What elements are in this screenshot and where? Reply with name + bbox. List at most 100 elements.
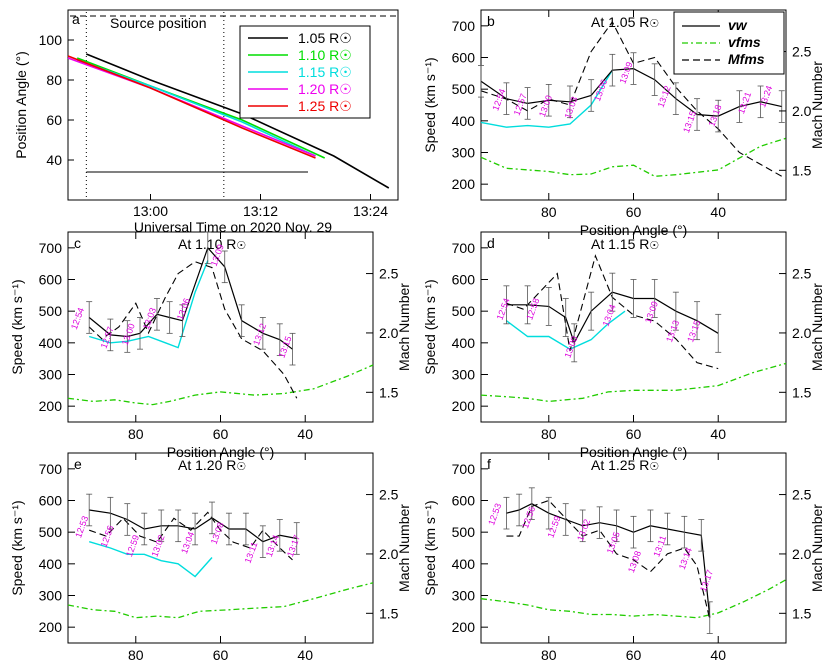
x-tick-label: 40	[297, 647, 313, 663]
y-tick-label: 400	[452, 113, 476, 129]
time-label: 13:05	[605, 530, 622, 555]
y-tick-label: 40	[46, 152, 62, 168]
legend-entry: 1.10 R☉	[298, 47, 352, 63]
time-label: 12:53	[73, 515, 90, 540]
sun-symbol: ☉	[649, 240, 659, 252]
y-tick-label: 200	[452, 398, 476, 414]
time-label: 13:13	[664, 319, 681, 344]
plot-frame	[67, 452, 374, 644]
y-tick-label: 600	[452, 493, 476, 509]
x-tick-label: 40	[710, 426, 726, 442]
y-axis-label: Speed (km s⁻¹)	[422, 279, 438, 374]
vfms-line	[480, 362, 787, 403]
x-tick-label: 80	[128, 426, 144, 442]
y-tick-label: 300	[452, 588, 476, 604]
panel-letter: f	[487, 456, 491, 472]
y-tick-label: 700	[452, 240, 476, 256]
y2-axis-label: Mach Number	[809, 61, 825, 149]
vfms-line	[480, 137, 787, 177]
legend-entry: 1.20 R☉	[298, 81, 352, 97]
sun-symbol: ☉	[649, 18, 659, 30]
chart-title: At 1.15 R☉	[591, 236, 659, 252]
sun-symbol: ☉	[339, 64, 352, 80]
legend: 1.05 R☉1.10 R☉1.15 R☉1.20 R☉1.25 R☉	[239, 25, 371, 119]
time-label: 13:02	[149, 534, 166, 559]
vfms-line	[67, 582, 374, 619]
time-label: 12:54	[490, 87, 507, 112]
sun-symbol: ☉	[339, 30, 352, 46]
x-tick-label: 60	[626, 204, 642, 220]
y-tick-label: 400	[39, 556, 63, 572]
y-tick-label: 700	[39, 240, 63, 256]
x-tick-label: 13:12	[243, 203, 278, 219]
y2-tick-label: 2.0	[792, 103, 812, 119]
time-label: 13:03	[562, 95, 579, 120]
x-tick-label: 60	[626, 647, 642, 663]
series-line	[67, 55, 316, 159]
time-label: 13:04	[601, 303, 618, 328]
time-label: 13:12	[656, 84, 673, 109]
vsw-line	[89, 541, 213, 578]
time-label: 13:11	[651, 534, 668, 558]
legend-entry: vfms	[728, 34, 761, 50]
y-axis-label: Speed (km s⁻¹)	[422, 500, 438, 595]
time-label: 13:17	[698, 568, 715, 593]
chart-title: At 1.25 R☉	[591, 457, 659, 473]
y2-tick-label: 1.5	[792, 384, 812, 400]
panel-letter: e	[74, 456, 82, 472]
y2-tick-label: 2.5	[792, 44, 812, 60]
time-label: 13:09	[618, 61, 635, 86]
y-axis-label: Speed (km s⁻¹)	[9, 500, 25, 595]
y-tick-label: 500	[452, 81, 476, 97]
legend-entry: 1.25 R☉	[298, 98, 352, 114]
sun-symbol: ☉	[339, 47, 352, 63]
y-tick-label: 200	[39, 398, 63, 414]
vfms-line	[67, 364, 374, 406]
vsw-line	[89, 260, 209, 349]
chart-title: Source position	[110, 15, 207, 31]
x-tick-label: 40	[710, 204, 726, 220]
y2-tick-label: 1.5	[792, 605, 812, 621]
plot-frame	[67, 9, 399, 201]
sun-symbol: ☉	[649, 461, 659, 473]
x-axis-label: Position Angle (°)	[580, 444, 688, 460]
legend-entry: vw	[728, 17, 748, 33]
y-tick-label: 100	[39, 32, 63, 48]
x-axis-label: Universal Time on 2020 Nov. 29	[134, 219, 332, 235]
y-tick-label: 400	[452, 335, 476, 351]
y-tick-label: 600	[39, 493, 63, 509]
y2-axis-label: Mach Number	[809, 504, 825, 592]
y2-tick-label: 1.5	[379, 384, 399, 400]
x-tick-label: 40	[297, 426, 313, 442]
x-tick-label: 80	[541, 426, 557, 442]
y-tick-label: 300	[39, 367, 63, 383]
y-tick-label: 500	[39, 303, 63, 319]
legend-entry: Mfms	[728, 51, 765, 67]
panel-letter: c	[74, 235, 81, 251]
time-label: 12:53	[486, 502, 503, 527]
x-tick-label: 13:00	[133, 203, 168, 219]
time-label: 13:14	[264, 534, 281, 559]
x-tick-label: 80	[541, 204, 557, 220]
time-label: 12:56	[99, 524, 116, 549]
y-tick-label: 500	[452, 303, 476, 319]
y-tick-label: 80	[46, 72, 62, 88]
y2-tick-label: 2.0	[379, 325, 399, 341]
mach-line	[89, 511, 293, 561]
chart-title: At 1.05 R☉	[591, 14, 659, 30]
time-label: 13:00	[537, 94, 554, 119]
y2-axis-label: Mach Number	[396, 283, 412, 371]
time-label: 12:57	[512, 92, 529, 117]
y-tick-label: 400	[452, 556, 476, 572]
y-tick-label: 600	[39, 272, 63, 288]
x-tick-label: 80	[128, 647, 144, 663]
y-tick-label: 200	[452, 619, 476, 635]
y-axis-label: Position Angle (°)	[13, 51, 29, 159]
time-label: 13:21	[736, 91, 753, 116]
x-axis-label: Position Angle (°)	[167, 444, 275, 460]
time-label: 12:59	[545, 515, 562, 540]
sun-symbol: ☉	[236, 240, 246, 252]
y-tick-label: 60	[46, 112, 62, 128]
